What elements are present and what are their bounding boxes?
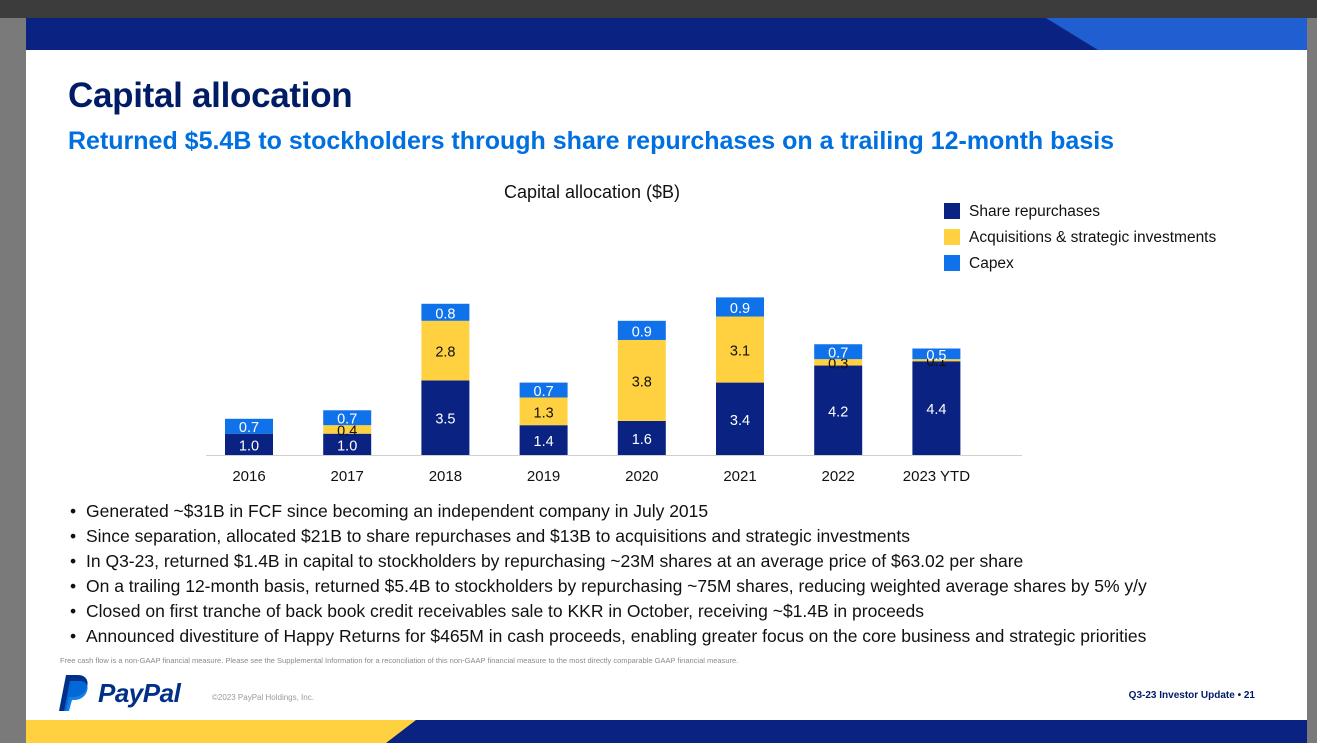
slide-subtitle: Returned $5.4B to stockholders through s…	[68, 127, 1115, 155]
viewer-scrollbar[interactable]	[1307, 18, 1317, 743]
legend-swatch	[944, 203, 960, 219]
x-tick-label: 2018	[429, 468, 462, 485]
top-decorative-band	[26, 18, 1307, 50]
data-label: 0.7	[534, 384, 554, 400]
data-label: 4.2	[828, 404, 848, 420]
bullet-glyph: •	[70, 501, 77, 521]
bar-segment	[716, 316, 764, 383]
data-label: 1.0	[239, 438, 259, 454]
bottom-decorative-band	[26, 720, 1307, 743]
bar-segment	[716, 297, 764, 317]
bullet-item: • Generated ~$31B in FCF since becoming a…	[70, 499, 1147, 524]
data-label: 3.5	[435, 412, 455, 428]
bar-segment	[912, 348, 961, 360]
bar-segment	[323, 425, 372, 434]
legend-swatch	[944, 229, 960, 245]
x-tick-label: 2016	[232, 468, 265, 485]
bar-segment	[323, 433, 372, 455]
bar-segment	[421, 380, 470, 455]
legend-swatch	[944, 255, 960, 271]
x-tick-label: 2020	[625, 468, 658, 485]
viewer-top-bar	[0, 0, 1317, 18]
bullet-text: In Q3-23, returned $1.4B in capital to s…	[86, 551, 1024, 571]
bullet-glyph: •	[70, 601, 77, 621]
data-label: 0.7	[337, 412, 357, 428]
x-tick-label: 2019	[527, 468, 560, 485]
data-label: 0.7	[828, 346, 848, 362]
data-label: 4.4	[926, 402, 946, 418]
x-tick-label: 2023 YTD	[903, 468, 970, 485]
legend-label: Share repurchases	[969, 203, 1100, 220]
legend-label: Capex	[969, 255, 1014, 272]
bullet-text: On a trailing 12-month basis, returned $…	[86, 576, 1147, 596]
bar-segment	[323, 410, 372, 426]
data-label: 2.8	[435, 345, 455, 361]
bullet-item: • In Q3-23, returned $1.4B in capital to …	[70, 549, 1147, 574]
footnote: Free cash flow is a non-GAAP financial m…	[60, 656, 739, 665]
bullet-list: • Generated ~$31B in FCF since becoming a…	[70, 499, 1147, 649]
bar-segment	[912, 361, 961, 455]
bar-segment	[519, 397, 568, 426]
slide-title: Capital allocation	[68, 76, 353, 115]
capital-allocation-chart: Capital allocation ($B)1.00.720161.00.40…	[206, 182, 1216, 485]
bullet-item: • Announced divestiture of Happy Returns …	[70, 624, 1147, 649]
bar-segment	[814, 344, 863, 360]
data-label: 3.1	[730, 344, 750, 360]
paypal-wordmark: PayPal	[98, 678, 181, 708]
bullet-glyph: •	[70, 551, 77, 571]
bar-segment	[617, 339, 666, 421]
bullet-text: Closed on first tranche of back book cre…	[86, 601, 925, 621]
page-label: Q3-23 Investor Update • 21	[1128, 690, 1255, 701]
bar-segment	[421, 303, 470, 321]
bullet-glyph: •	[70, 526, 77, 546]
slide: Capital allocation Returned $5.4B to sto…	[26, 18, 1307, 743]
bar-segment	[814, 365, 863, 455]
data-label: 0.8	[435, 306, 455, 322]
data-label: 3.8	[632, 374, 652, 390]
chart-title: Capital allocation ($B)	[504, 182, 680, 202]
copyright: ©2023 PayPal Holdings, Inc.	[212, 693, 314, 702]
data-label: 1.0	[337, 438, 357, 454]
data-label: 1.4	[534, 434, 554, 450]
bar-segment	[519, 425, 568, 455]
bullet-item: • Closed on first tranche of back book cr…	[70, 599, 1147, 624]
bullet-item: • On a trailing 12-month basis, returned …	[70, 574, 1147, 599]
bar-segment	[617, 420, 666, 455]
bar-segment	[225, 418, 273, 434]
bar-segment	[716, 382, 764, 455]
bar-segment	[912, 359, 961, 362]
data-label: 0.5	[926, 348, 946, 364]
data-label: 1.6	[632, 432, 652, 448]
bullet-glyph: •	[70, 626, 77, 646]
data-label: 0.3	[828, 356, 848, 372]
x-tick-label: 2017	[331, 468, 364, 485]
data-label: 3.4	[730, 413, 750, 429]
bullet-text: Since separation, allocated $21B to shar…	[86, 526, 910, 546]
bar-segment	[617, 320, 666, 340]
bar-segment	[421, 320, 470, 381]
x-tick-label: 2021	[723, 468, 756, 485]
bullet-item: • Since separation, allocated $21B to sha…	[70, 524, 1147, 549]
data-label: 0.7	[239, 420, 259, 436]
bullet-text: Announced divestiture of Happy Returns f…	[86, 626, 1147, 646]
paypal-p-icon	[59, 675, 88, 711]
bar-segment	[814, 359, 863, 366]
legend-label: Acquisitions & strategic investments	[969, 229, 1216, 246]
data-label: 0.9	[632, 324, 652, 340]
bar-segment	[519, 382, 568, 398]
bullet-text: Generated ~$31B in FCF since becoming an…	[86, 501, 709, 521]
viewer-left-margin	[0, 18, 26, 743]
x-tick-label: 2022	[822, 468, 855, 485]
data-label: 0.4	[337, 423, 357, 439]
bullet-glyph: •	[70, 576, 77, 596]
data-label: 1.3	[534, 405, 554, 421]
data-label: 0.9	[730, 301, 750, 317]
bar-segment	[225, 433, 273, 455]
